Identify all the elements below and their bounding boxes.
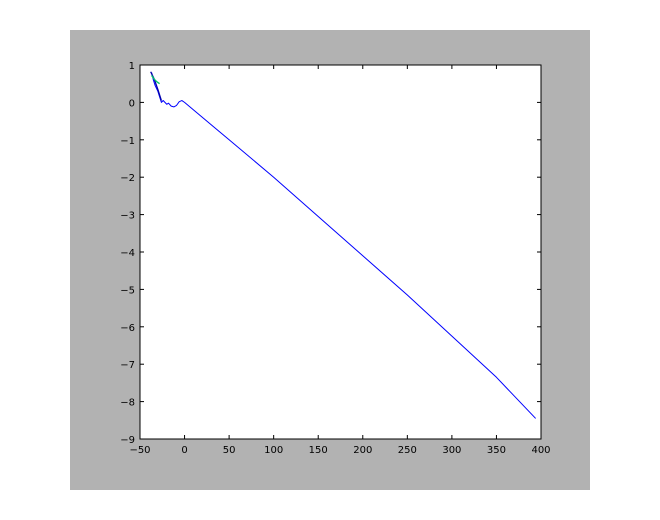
x-tick-label: −50	[129, 445, 150, 456]
x-tick-label: 400	[531, 445, 550, 456]
y-tick-label: −6	[120, 323, 135, 334]
y-axis: 1 0 −1 −2 −3 −4 −5 −6 −7 −8 −9	[120, 61, 541, 446]
y-tick-label: −9	[120, 435, 135, 446]
x-tick-label: 350	[487, 445, 506, 456]
y-tick-label: −2	[120, 173, 135, 184]
y-tick-label: 1	[129, 61, 135, 72]
x-tick-label: 100	[264, 445, 283, 456]
y-tick-label: −4	[120, 248, 135, 259]
x-tick-label: 300	[442, 445, 461, 456]
x-tick-label: 0	[181, 445, 187, 456]
y-tick-label: −1	[120, 136, 135, 147]
x-tick-label: 150	[309, 445, 328, 456]
x-tick-label: 250	[398, 445, 417, 456]
x-axis: −50 0 50 100 150 200 250 300 350 400	[129, 65, 551, 456]
x-tick-label: 50	[223, 445, 236, 456]
y-tick-label: −5	[120, 285, 135, 296]
series-layer	[150, 71, 537, 419]
x-tick-label: 200	[353, 445, 372, 456]
plot-area	[139, 64, 542, 440]
y-tick-label: −8	[120, 398, 135, 409]
y-tick-label: −3	[120, 211, 135, 222]
series-line-3	[151, 75, 160, 85]
y-tick-label: 0	[129, 98, 135, 109]
y-tick-label: −7	[120, 360, 135, 371]
series-line-2	[150, 71, 163, 101]
